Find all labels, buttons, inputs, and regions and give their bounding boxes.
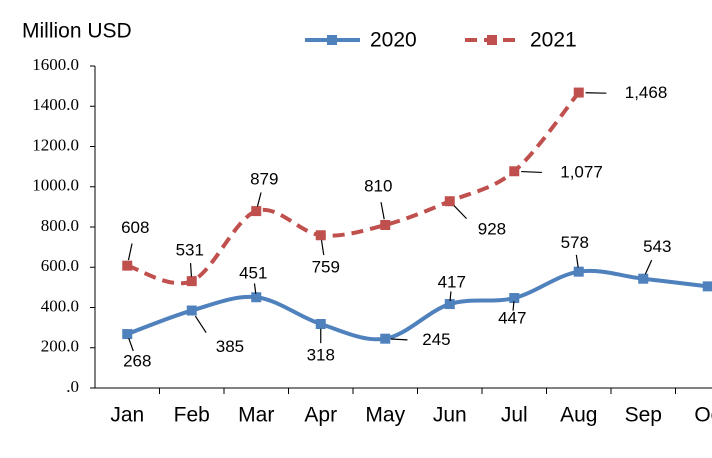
marker [186, 276, 197, 287]
marker [315, 319, 326, 330]
legend-marker [327, 35, 337, 45]
data-label: 268 [123, 352, 151, 371]
data-label: 608 [121, 218, 149, 237]
y-tick-label: 1600.0 [32, 55, 79, 74]
leader-line [380, 202, 385, 220]
marker [122, 329, 133, 340]
x-tick-label: Aug [560, 404, 597, 427]
y-tick-label: 400.0 [41, 296, 79, 315]
data-label: 810 [364, 176, 392, 195]
series-line [126, 268, 708, 342]
y-tick-label: 1200.0 [32, 135, 79, 154]
data-label: 928 [478, 220, 506, 239]
marker [638, 273, 649, 284]
x-tick-label: Apr [304, 404, 337, 427]
x-tick-label: Feb [174, 404, 210, 427]
y-tick-label: 800.0 [41, 216, 79, 235]
x-tick-label: Jun [433, 404, 467, 427]
y-tick-label: 1000.0 [32, 176, 79, 195]
leader-line [453, 205, 467, 220]
marker [573, 87, 584, 98]
legend-label: 2021 [530, 29, 577, 52]
data-label: 531 [176, 241, 204, 260]
data-label: 543 [643, 237, 671, 256]
leader-line [449, 291, 452, 301]
marker [380, 219, 391, 230]
data-label: 879 [250, 170, 278, 189]
marker [444, 299, 455, 310]
leader-line [127, 243, 133, 261]
leader-line [128, 338, 134, 352]
y-tick-label: 200.0 [41, 337, 79, 356]
marker [122, 260, 133, 271]
data-label: 447 [498, 309, 526, 328]
y-tick-label: 600.0 [41, 256, 79, 275]
data-label: 245 [422, 330, 450, 349]
x-tick-label: Oc [694, 404, 712, 427]
leader-line [521, 170, 542, 174]
data-label: 1,077 [560, 163, 603, 182]
x-tick-label: May [365, 404, 405, 427]
legend-marker [487, 35, 497, 45]
leader-line [256, 192, 262, 207]
leader-line [189, 263, 193, 277]
leader-line [644, 259, 653, 275]
leader-line [253, 283, 257, 294]
data-label: 318 [307, 345, 335, 364]
leader-line [575, 254, 579, 268]
marker [509, 293, 520, 304]
marker [444, 196, 455, 207]
leader-line [512, 301, 515, 311]
marker [573, 266, 584, 277]
marker [702, 281, 712, 292]
y-axis-title: Million USD [22, 20, 132, 43]
x-tick-label: Jul [501, 404, 528, 427]
marker [315, 230, 326, 241]
data-label: 451 [239, 264, 267, 283]
data-label: 385 [216, 337, 244, 356]
leader-line [390, 338, 408, 341]
data-label: 759 [312, 258, 340, 277]
marker [251, 292, 262, 303]
leader-line [194, 315, 207, 334]
data-label: 417 [438, 273, 466, 292]
leader-line [320, 240, 325, 256]
x-tick-label: Jan [110, 404, 144, 427]
data-label: 1,468 [625, 83, 668, 102]
marker [251, 206, 262, 217]
marker [380, 333, 391, 344]
marker [186, 305, 197, 316]
y-tick-label: .0 [66, 377, 79, 396]
x-tick-label: Sep [625, 404, 662, 427]
data-label: 578 [561, 233, 589, 252]
y-tick-label: 1400.0 [32, 95, 79, 114]
marker [509, 166, 520, 177]
legend-label: 2020 [370, 29, 417, 52]
x-tick-label: Mar [238, 404, 274, 427]
